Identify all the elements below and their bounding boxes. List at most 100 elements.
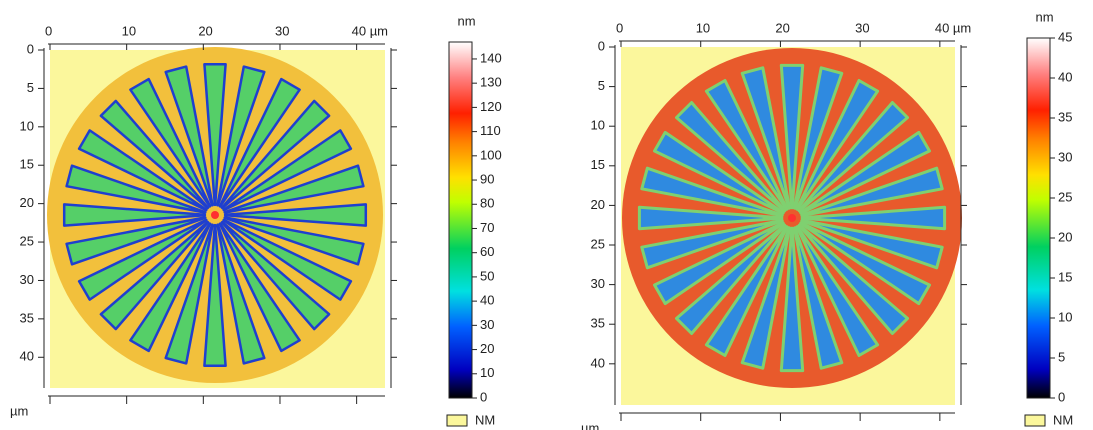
colorbar-tick-label: 130 — [480, 75, 502, 90]
colorbar-tick-label: 50 — [480, 268, 494, 283]
colorbar-tick-label: 70 — [480, 220, 494, 235]
y-tick-label: 0 — [598, 38, 605, 53]
wedge — [740, 66, 792, 210]
x-tick-label: 20 — [198, 23, 212, 38]
wedge — [164, 223, 214, 365]
y-tick-label: 15 — [20, 157, 34, 172]
legend-label: NM — [1053, 412, 1073, 427]
colorbar-tick-label: 60 — [480, 244, 494, 259]
wedge — [704, 225, 789, 357]
wedge — [800, 218, 944, 270]
y-tick-label: 40 — [591, 355, 605, 370]
wedge — [129, 77, 212, 208]
wedge — [223, 203, 368, 227]
y-tick-label: 30 — [591, 276, 605, 291]
wedge — [795, 225, 880, 357]
wedge — [740, 226, 792, 370]
wedge — [797, 223, 909, 335]
wedge — [164, 65, 214, 207]
wedge — [779, 63, 805, 210]
y-tick-label: 0 — [27, 41, 34, 56]
y-tick-label: 30 — [20, 272, 34, 287]
x-tick-label: 0 — [45, 23, 52, 38]
wedge — [800, 166, 944, 218]
wedge — [218, 77, 301, 208]
wedge — [220, 220, 331, 331]
wedge — [799, 130, 931, 215]
wedge — [653, 130, 785, 215]
wedge — [203, 223, 227, 368]
colorbar-tick-label: 0 — [480, 389, 487, 404]
wedge — [795, 79, 880, 211]
wedge — [99, 220, 210, 331]
y-tick-label: 20 — [591, 197, 605, 212]
wedge — [799, 221, 931, 306]
colorbar-tick-label: 5 — [1058, 349, 1065, 364]
colorbar-tick-label: 100 — [480, 147, 502, 162]
wedge — [637, 205, 784, 231]
colorbar-tick-label: 40 — [1058, 69, 1072, 84]
wedge — [216, 223, 266, 365]
y-tick-label: 15 — [591, 157, 605, 172]
colorbar-tick-label: 15 — [1058, 269, 1072, 284]
colorbar-tick-label: 30 — [1058, 149, 1072, 164]
y-tick-label: 5 — [598, 78, 605, 93]
colorbar-tick-label: 45 — [1058, 29, 1072, 44]
center-dot — [211, 211, 219, 219]
x-tick-label: 30 — [855, 20, 869, 35]
colorbar-tick-label: 10 — [1058, 309, 1072, 324]
wedge — [675, 223, 787, 335]
colorbar — [448, 41, 473, 399]
x-tick-label: 10 — [122, 23, 136, 38]
wedge — [129, 222, 212, 353]
x-tick-label: 40 µm — [935, 20, 971, 35]
wedge — [218, 222, 301, 353]
axis-label: µm — [581, 420, 599, 430]
wedge — [792, 66, 844, 210]
wedge — [792, 226, 844, 370]
wedge — [223, 164, 365, 214]
wedge — [77, 218, 208, 301]
wedge — [220, 99, 331, 210]
x-tick-label: 20 — [775, 20, 789, 35]
colorbar-label: nm — [457, 13, 475, 28]
y-tick-label: 40 — [20, 349, 34, 364]
axis-label: µm — [10, 403, 28, 418]
wedge — [797, 101, 909, 213]
colorbar-tick-label: 20 — [480, 341, 494, 356]
wedge — [65, 164, 207, 214]
colorbar-tick-label: 25 — [1058, 189, 1072, 204]
y-tick-label: 35 — [20, 310, 34, 325]
colorbar-tick-label: 110 — [480, 123, 501, 138]
wedge — [704, 79, 789, 211]
colorbar-tick-label: 0 — [1058, 389, 1065, 404]
wedge — [800, 205, 947, 231]
legend-swatch — [446, 414, 468, 427]
y-tick-label: 20 — [20, 195, 34, 210]
wedge — [223, 216, 365, 266]
wedge — [675, 101, 787, 213]
wedge — [216, 65, 266, 207]
colorbar — [1026, 37, 1051, 399]
x-tick-label: 10 — [696, 20, 710, 35]
colorbar-tick-label: 35 — [1058, 109, 1072, 124]
legend-swatch — [1024, 414, 1046, 427]
wedge — [653, 221, 785, 306]
wedge — [65, 216, 207, 266]
colorbar-tick-label: 40 — [480, 293, 494, 308]
colorbar-tick-label: 140 — [480, 50, 502, 65]
y-tick-label: 10 — [591, 118, 605, 133]
y-tick-label: 10 — [20, 118, 34, 133]
y-tick-label: 5 — [27, 80, 34, 95]
colorbar-tick-label: 80 — [480, 196, 494, 211]
y-tick-label: 35 — [591, 316, 605, 331]
legend-label: NM — [475, 412, 495, 427]
colorbar-tick-label: 20 — [1058, 229, 1072, 244]
wedge — [77, 129, 208, 212]
wedge — [222, 218, 353, 301]
x-tick-label: 30 — [275, 23, 289, 38]
colorbar-tick-label: 10 — [480, 365, 494, 380]
center-dot — [788, 214, 796, 222]
